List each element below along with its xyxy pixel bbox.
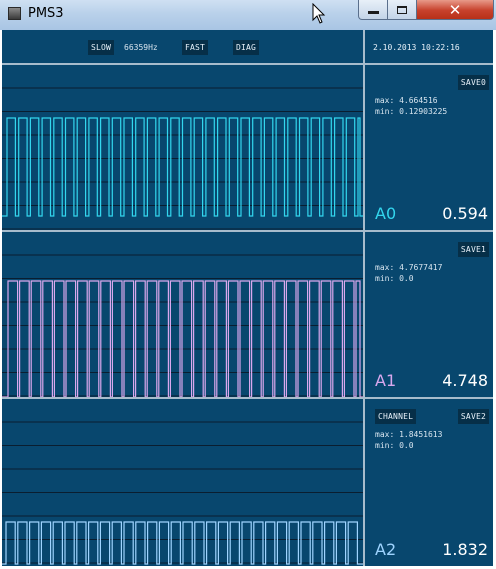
waveform-a0: [2, 87, 363, 230]
save1-button[interactable]: SAVE1: [457, 242, 489, 257]
max-readout-a2: max: 1.8451613: [375, 430, 443, 439]
min-readout-a1: min: 0.0: [375, 274, 414, 283]
separator-a0-a1: [2, 230, 493, 232]
app-icon[interactable]: [8, 7, 21, 20]
separator-top: [2, 63, 493, 65]
diag-button[interactable]: DIAG: [233, 40, 260, 55]
channel-button[interactable]: CHANNEL: [375, 409, 417, 424]
datetime-readout: 2.10.2013 10:22:16: [373, 43, 460, 52]
title-bar[interactable]: PMS3 ✕: [0, 0, 496, 30]
separator-a1-a2: [2, 397, 493, 399]
waveform-a2: [2, 421, 363, 565]
window-title: PMS3: [28, 6, 64, 21]
waveform-trace: [2, 521, 363, 565]
waveform-a1: [2, 254, 363, 397]
max-readout-a1: max: 4.7677417: [375, 263, 443, 272]
fast-button[interactable]: FAST: [182, 40, 209, 55]
channel-label-a1: A1: [375, 371, 397, 390]
slow-button[interactable]: SLOW: [88, 40, 115, 55]
waveform-trace: [2, 117, 363, 217]
waveform-trace: [2, 280, 363, 397]
channel-value-a2: 1.832: [442, 540, 488, 559]
mouse-cursor-icon: [312, 3, 326, 24]
vertical-separator: [363, 30, 365, 566]
channel-label-a2: A2: [375, 540, 397, 559]
panel-channel-a1: SAVE1 max: 4.7677417 min: 0.0 A1 4.748: [365, 232, 493, 397]
frequency-readout: 66359Hz: [124, 43, 158, 52]
plot-channel-a2[interactable]: [2, 399, 363, 565]
plot-channel-a1[interactable]: [2, 232, 363, 397]
save0-button[interactable]: SAVE0: [457, 75, 489, 90]
client-area: SLOW 66359Hz FAST DIAG 2.10.2013 10:22:1…: [1, 30, 495, 568]
channel-label-a0: A0: [375, 204, 397, 223]
channel-value-a1: 4.748: [442, 371, 488, 390]
close-icon: ✕: [448, 0, 462, 19]
maximize-button[interactable]: [387, 0, 417, 20]
save2-button[interactable]: SAVE2: [457, 409, 489, 424]
panel-channel-a0: SAVE0 max: 4.664516 min: 0.12903225 A0 0…: [365, 65, 493, 230]
datetime-area: 2.10.2013 10:22:16: [365, 30, 493, 63]
channel-value-a0: 0.594: [442, 204, 488, 223]
min-readout-a0: min: 0.12903225: [375, 107, 448, 116]
minimize-button[interactable]: [358, 0, 388, 20]
close-button[interactable]: ✕: [416, 0, 494, 20]
minimize-icon: [367, 11, 379, 14]
main-panel: SLOW 66359Hz FAST DIAG 2.10.2013 10:22:1…: [2, 30, 493, 566]
maximize-icon: [397, 5, 407, 14]
plot-channel-a0[interactable]: [2, 65, 363, 230]
max-readout-a0: max: 4.664516: [375, 96, 438, 105]
panel-channel-a2: CHANNEL SAVE2 max: 1.8451613 min: 0.0 A2…: [365, 399, 493, 566]
toolbar: SLOW 66359Hz FAST DIAG: [2, 30, 363, 63]
min-readout-a2: min: 0.0: [375, 441, 414, 450]
